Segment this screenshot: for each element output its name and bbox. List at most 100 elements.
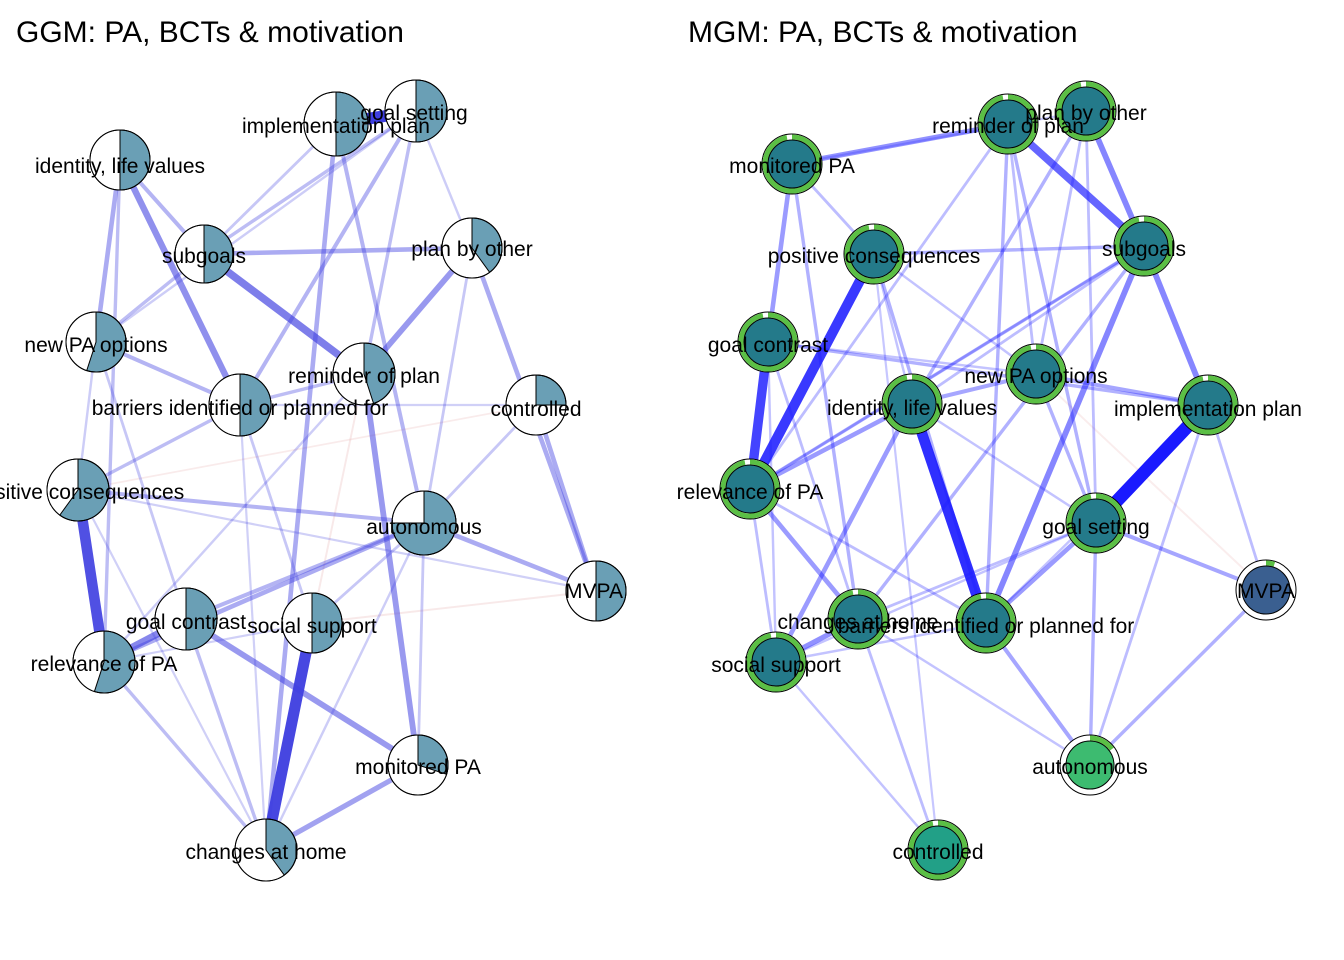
edge-goalsetting-reminder: [362, 109, 418, 376]
node-identity: [881, 373, 943, 435]
edge-monitored-autonomous: [416, 521, 426, 767]
node-goalcontrast-label: goal contrast: [708, 334, 828, 357]
node-socialsupport-ring: [746, 632, 806, 692]
edge-subgoals-changes: [856, 244, 1146, 621]
edge-posconseq-controlled: [872, 252, 940, 852]
node-planbyother-label: plan by other: [411, 238, 532, 261]
node-posconseq: [843, 223, 905, 285]
edge-posconseq-newpa: [872, 252, 1038, 376]
node-goalcontrast-label: goal contrast: [126, 611, 246, 634]
node-monitored-label: monitored PA: [729, 155, 855, 178]
node-socialsupport-label: social support: [247, 615, 377, 638]
node-planbyother: [1055, 80, 1117, 142]
edge-identity-goalsetting: [910, 402, 1098, 525]
edge-subgoals-identity: [910, 244, 1146, 406]
node-identity-ring: [882, 374, 942, 434]
edge-relevance-subgoals: [748, 244, 1146, 491]
node-changes-ring: [828, 589, 888, 649]
node-controlled: [505, 374, 567, 436]
node-goalsetting-label: goal setting: [1042, 516, 1149, 539]
edge-reminder-newpa: [1006, 122, 1038, 376]
node-barriers-label: barriers identified or planned for: [838, 615, 1135, 638]
node-autonomous-label: autonomous: [366, 516, 482, 539]
node-identity-label: identity, life values: [827, 397, 997, 420]
node-subgoals: [174, 224, 234, 284]
node-relevance-label: relevance of PA: [31, 653, 178, 676]
node-mvpa: [565, 560, 627, 622]
edge-subgoals-planbyother: [201, 245, 475, 257]
node-controlled-ring: [908, 820, 968, 880]
node-goalsetting-label: goal setting: [360, 102, 467, 125]
mgm-edges: [745, 108, 1268, 852]
node-barriers: [955, 592, 1017, 654]
node-goalcontrast: [154, 587, 218, 651]
node-subgoals-label: subgoals: [1102, 238, 1186, 261]
node-mvpa-label: MVPA: [565, 580, 623, 603]
node-subgoals-ring: [1114, 216, 1174, 276]
edge-identity-barriers: [116, 156, 244, 409]
node-monitored-label: monitored PA: [355, 756, 481, 779]
node-identity-label: identity, life values: [35, 155, 205, 178]
node-relevance-ring: [720, 459, 780, 519]
edge-goalcontrast-newpa: [766, 340, 1038, 376]
node-monitored: [387, 734, 449, 796]
edge-posconseq-relevance: [745, 249, 879, 494]
edge-identity-newpa: [93, 157, 123, 345]
edge-goalcontrast-implementation: [766, 340, 1210, 407]
edge-reminder-goalsetting: [1006, 122, 1098, 525]
node-implementation-label: implementation plan: [1114, 398, 1302, 421]
edge-subgoals-barriers: [983, 243, 1147, 626]
node-goalsetting: [1065, 492, 1127, 554]
node-controlled: [907, 819, 969, 881]
edge-planbyother-newpa: [1034, 109, 1088, 376]
node-goalcontrast-ring: [738, 312, 798, 372]
node-posconseq-label: positive consequences: [768, 245, 980, 268]
edge-subgoals-goalsetting: [202, 109, 418, 256]
edge-planbyother-goalsetting: [1084, 109, 1098, 525]
edge-goalsetting-autonomous: [1088, 521, 1098, 767]
node-monitored-ring: [762, 134, 822, 194]
node-posconseq: [46, 458, 110, 522]
edge-posconseq-mvpa: [76, 488, 598, 593]
node-relevance: [719, 458, 781, 520]
edge-barriers-changes: [238, 403, 268, 852]
edge-reminder-relevance: [102, 372, 366, 664]
edge-implementation-autonomous: [334, 122, 426, 525]
edge-goalsetting-newpa: [94, 109, 418, 344]
edge-implementation-changes: [263, 121, 339, 853]
node-controlled-label: controlled: [490, 398, 581, 421]
node-implementation: [303, 91, 369, 157]
node-newpa-ring: [1006, 344, 1066, 404]
node-goalsetting: [384, 79, 448, 143]
edge-reminder-barriers: [984, 122, 1010, 625]
edge-relevance-socialsupport: [102, 621, 314, 664]
node-planbyother: [441, 217, 503, 279]
node-changes-label: changes at home: [777, 611, 938, 634]
edge-identity-relevance: [102, 158, 122, 664]
edge-reminder-monitored: [361, 371, 421, 768]
edge-relevance-barriers: [748, 487, 988, 625]
node-implementation-ring: [1178, 375, 1238, 435]
node-socialsupport-label: social support: [711, 654, 841, 677]
node-changes: [234, 818, 298, 882]
node-identity: [89, 129, 151, 191]
edge-socialsupport-barriers: [774, 621, 988, 664]
node-relevance-label: relevance of PA: [677, 481, 824, 504]
edge-barriers-socialsupport: [238, 403, 314, 625]
edge-subgoals-relevance: [748, 244, 1146, 491]
edge-socialsupport-mvpa: [311, 590, 597, 624]
node-reminder-ring: [978, 94, 1038, 154]
node-posconseq-ring: [844, 224, 904, 284]
node-mvpa: [1235, 559, 1297, 621]
node-implementation: [1177, 374, 1239, 436]
node-subgoals-label: subgoals: [162, 245, 246, 268]
edge-reminder-socialsupport: [311, 373, 365, 624]
edge-changes-goalsetting: [856, 521, 1098, 621]
node-monitored: [761, 133, 823, 195]
edge-mvpa-autonomous: [1088, 588, 1268, 767]
node-mvpa-label: MVPA: [1237, 580, 1295, 603]
node-newpa: [1005, 343, 1067, 405]
edge-changes-autonomous: [856, 617, 1092, 767]
node-socialsupport: [745, 631, 807, 693]
node-reminder: [977, 93, 1039, 155]
